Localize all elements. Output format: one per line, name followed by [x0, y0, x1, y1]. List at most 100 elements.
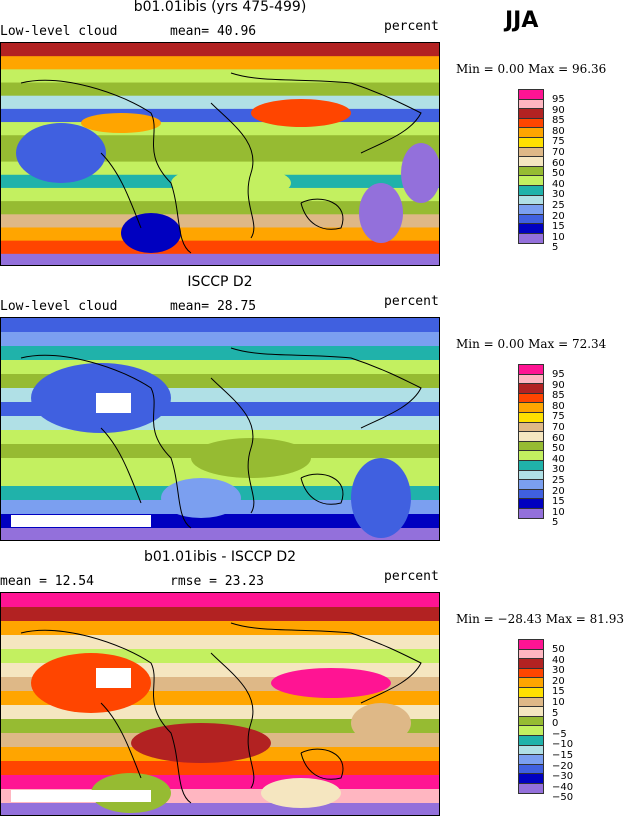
colorbar-tick-label: 30: [552, 464, 565, 476]
colorbar-tick-label: 90: [552, 104, 565, 116]
colorbar: [518, 89, 544, 244]
colorbar-tick-label: 5: [552, 242, 559, 254]
colorbar-tick-label: 70: [552, 422, 565, 433]
contour-band: [1, 253, 439, 265]
colorbar-tick-label: 5: [552, 707, 559, 719]
contour-band: [1, 593, 439, 608]
contour-band: [1, 761, 439, 776]
contour-band: [1, 430, 439, 445]
colorbar-tick-label: 90: [552, 379, 565, 391]
contour-band: [1, 528, 439, 540]
missing-data-region: [96, 668, 131, 688]
colorbar-tick-label: 40: [552, 654, 565, 666]
contour-band: [1, 214, 439, 229]
contour-region: [401, 143, 439, 203]
units-label: percent: [384, 19, 439, 34]
contour-map: [0, 592, 440, 816]
contour-band: [1, 82, 439, 97]
coastline: [210, 652, 255, 789]
colorbar-tick-label: 85: [552, 115, 565, 127]
stat-label: rmse = 23.23: [170, 574, 264, 589]
panel-title: b01.01ibis (yrs 475-499): [133, 0, 307, 15]
contour-band: [1, 43, 439, 58]
contour-region: [31, 653, 151, 713]
missing-data-region: [11, 790, 151, 802]
contour-band: [1, 332, 439, 347]
contour-band: [1, 318, 439, 333]
panel-title: b01.01ibis - ISCCP D2: [143, 549, 297, 565]
colorbar-swatch: [518, 507, 544, 519]
coastline: [300, 473, 344, 505]
contour-band: [1, 56, 439, 71]
coastline: [20, 629, 192, 804]
colorbar: [518, 639, 544, 794]
colorbar-tick-label: 5: [552, 517, 559, 529]
contour-band: [1, 69, 439, 84]
coastline: [20, 79, 192, 254]
colorbar-tick-label: 80: [552, 400, 565, 412]
contour-region: [261, 778, 341, 808]
colorbar-tick-label: 15: [552, 686, 565, 698]
left-label: Low-level cloud: [0, 299, 118, 314]
contour-band: [1, 346, 439, 361]
contour-band: [1, 775, 439, 790]
colorbar-tick-label: 20: [552, 485, 565, 497]
colorbar-tick-label: 15: [552, 221, 565, 233]
contour-region: [359, 183, 403, 243]
coastline: [230, 622, 422, 704]
coastline: [230, 347, 422, 429]
colorbar-tick-label: 75: [552, 136, 565, 148]
coastline: [300, 748, 344, 780]
contour-region: [16, 123, 106, 183]
contour-region: [171, 165, 291, 201]
colorbar-tick-label: 95: [552, 94, 565, 105]
contour-band: [1, 635, 439, 650]
panel-title: ISCCP D2: [187, 274, 253, 290]
contour-band: [1, 135, 439, 150]
colorbar-tick-label: 15: [552, 496, 565, 508]
colorbar-tick-label: 30: [552, 665, 565, 677]
coastline: [210, 377, 255, 514]
contour-band: [1, 803, 439, 815]
contour-region: [191, 438, 311, 478]
missing-data-region: [11, 515, 151, 527]
colorbar-tick-label: 30: [552, 189, 565, 201]
contour-map: [0, 42, 440, 266]
min-max-label: Min = 0.00 Max = 96.36: [456, 62, 607, 76]
contour-band: [1, 240, 439, 255]
colorbar-tick-label: −50: [552, 792, 574, 804]
colorbar-tick-label: 60: [552, 157, 565, 169]
coastline: [210, 102, 255, 239]
stat-label: mean= 40.96: [170, 24, 257, 39]
coastline: [100, 427, 142, 504]
left-label: Low-level cloud: [0, 24, 118, 39]
contour-region: [271, 668, 391, 698]
colorbar-tick-label: 10: [552, 506, 565, 518]
colorbar-tick-label: 10: [552, 231, 565, 243]
colorbar-tick-label: 95: [552, 369, 565, 380]
contour-region: [161, 478, 241, 518]
colorbar-tick-label: −30: [552, 771, 574, 783]
colorbar-tick-label: 10: [552, 697, 565, 708]
contour-region: [131, 723, 271, 763]
coastline: [300, 198, 344, 230]
colorbar-swatch: [518, 782, 544, 794]
contour-region: [251, 99, 351, 127]
coastline: [100, 152, 142, 229]
colorbar-tick-label: 85: [552, 390, 565, 402]
colorbar-tick-label: 20: [552, 210, 565, 222]
contour-band: [1, 227, 439, 242]
colorbar-tick-label: 50: [552, 168, 565, 180]
missing-data-region: [96, 393, 131, 413]
stat-label: mean= 28.75: [170, 299, 257, 314]
colorbar-tick-label: 40: [552, 453, 565, 465]
contour-region: [351, 458, 411, 538]
colorbar-tick-label: −15: [552, 750, 574, 761]
units-label: percent: [384, 569, 439, 584]
contour-band: [1, 201, 439, 216]
colorbar-tick-label: 50: [552, 644, 565, 655]
colorbar-swatch: [518, 232, 544, 244]
left-label: mean = 12.54: [0, 574, 94, 589]
colorbar-tick-label: 25: [552, 475, 565, 486]
colorbar-tick-label: 80: [552, 125, 565, 137]
